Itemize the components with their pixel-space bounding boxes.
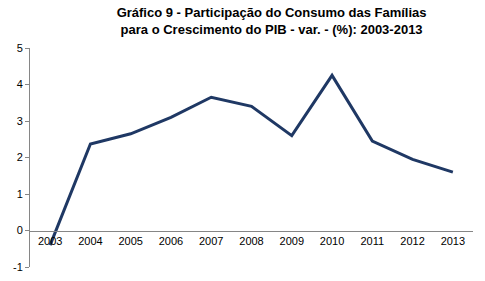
svg-text:2009: 2009: [280, 235, 304, 247]
svg-text:2010: 2010: [320, 235, 344, 247]
svg-text:2011: 2011: [360, 235, 384, 247]
svg-text:2007: 2007: [199, 235, 223, 247]
svg-text:2012: 2012: [400, 235, 424, 247]
svg-text:2004: 2004: [78, 235, 102, 247]
svg-text:3: 3: [17, 115, 23, 127]
svg-text:2005: 2005: [118, 235, 142, 247]
svg-text:1: 1: [17, 188, 23, 200]
svg-text:2008: 2008: [239, 235, 263, 247]
svg-text:Gráfico 9 - Participação do Co: Gráfico 9 - Participação do Consumo das …: [117, 5, 427, 37]
svg-text:0: 0: [17, 224, 23, 236]
svg-text:4: 4: [17, 78, 23, 90]
svg-text:2013: 2013: [441, 235, 465, 247]
svg-text:2: 2: [17, 151, 23, 163]
svg-text:2003: 2003: [38, 235, 62, 247]
svg-text:5: 5: [17, 42, 23, 54]
svg-text:-1: -1: [13, 261, 23, 273]
svg-text:2006: 2006: [159, 235, 183, 247]
